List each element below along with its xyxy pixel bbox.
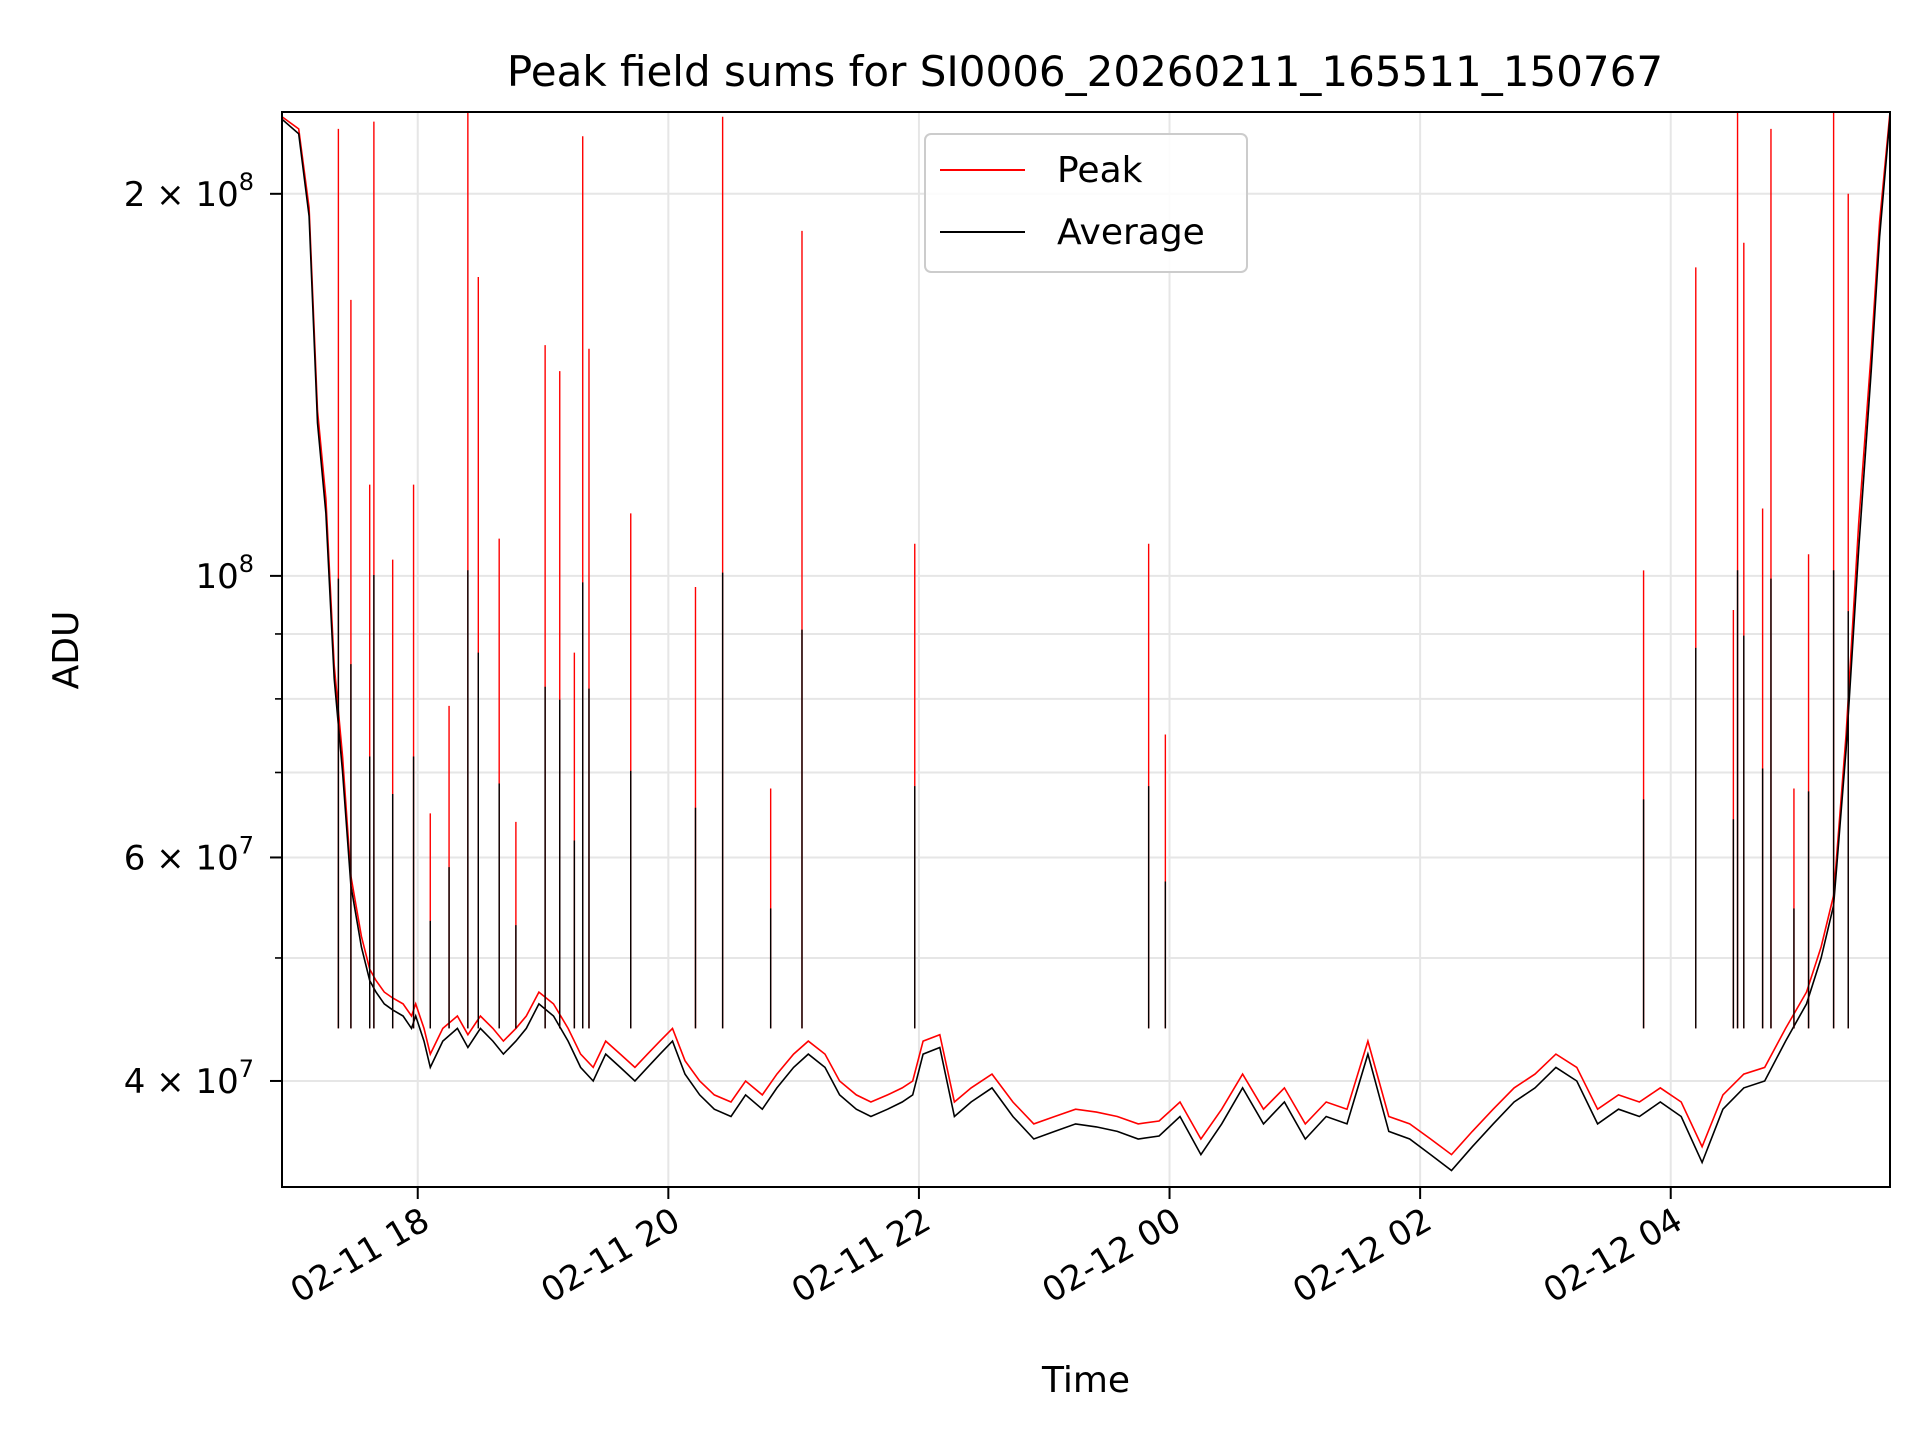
y-axis-label: ADU	[46, 611, 87, 690]
legend-peak-label: Peak	[1057, 150, 1143, 191]
plot-lines	[282, 112, 1890, 1172]
chart-title: Peak field sums for SI0006_20260211_1655…	[507, 47, 1663, 96]
grid	[282, 112, 1890, 1187]
y-tick-label: 6 × 107	[124, 831, 254, 878]
plot-frame	[281, 111, 1891, 1188]
y-tick-label: 108	[195, 550, 254, 597]
y-tick-label: 2 × 108	[124, 168, 254, 215]
series-line-peak	[282, 112, 1890, 1156]
legend-average-label: Average	[1057, 212, 1205, 253]
legend-box	[924, 133, 1248, 273]
series-line-average	[282, 116, 1890, 1172]
legend: Peak Average	[924, 133, 1248, 273]
y-tick-label: 4 × 107	[124, 1055, 254, 1102]
x-axis-label: Time	[1041, 1360, 1130, 1401]
